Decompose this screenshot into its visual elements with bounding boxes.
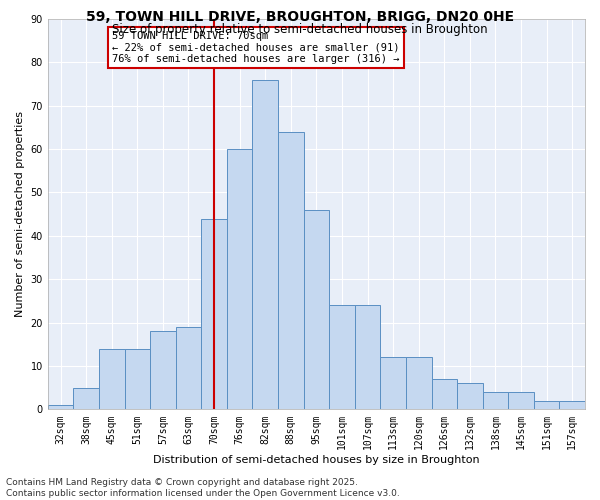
- Bar: [304, 210, 329, 410]
- Bar: [278, 132, 304, 409]
- Text: Contains HM Land Registry data © Crown copyright and database right 2025.
Contai: Contains HM Land Registry data © Crown c…: [6, 478, 400, 498]
- Bar: [482, 392, 508, 409]
- Bar: [329, 305, 355, 410]
- X-axis label: Distribution of semi-detached houses by size in Broughton: Distribution of semi-detached houses by …: [153, 455, 480, 465]
- Text: 59, TOWN HILL DRIVE, BROUGHTON, BRIGG, DN20 0HE: 59, TOWN HILL DRIVE, BROUGHTON, BRIGG, D…: [86, 10, 514, 24]
- Bar: [431, 379, 457, 410]
- Bar: [253, 80, 278, 409]
- Bar: [406, 358, 431, 410]
- Bar: [99, 348, 125, 410]
- Text: Size of property relative to semi-detached houses in Broughton: Size of property relative to semi-detach…: [112, 22, 488, 36]
- Bar: [150, 332, 176, 409]
- Bar: [508, 392, 534, 409]
- Y-axis label: Number of semi-detached properties: Number of semi-detached properties: [15, 111, 25, 317]
- Bar: [176, 327, 201, 409]
- Bar: [227, 149, 253, 409]
- Bar: [73, 388, 99, 409]
- Bar: [457, 384, 482, 409]
- Bar: [380, 358, 406, 410]
- Bar: [48, 405, 73, 409]
- Bar: [125, 348, 150, 410]
- Bar: [534, 400, 559, 409]
- Bar: [355, 305, 380, 410]
- Bar: [201, 218, 227, 410]
- Bar: [559, 400, 585, 409]
- Text: 59 TOWN HILL DRIVE: 70sqm
← 22% of semi-detached houses are smaller (91)
76% of : 59 TOWN HILL DRIVE: 70sqm ← 22% of semi-…: [112, 30, 400, 64]
